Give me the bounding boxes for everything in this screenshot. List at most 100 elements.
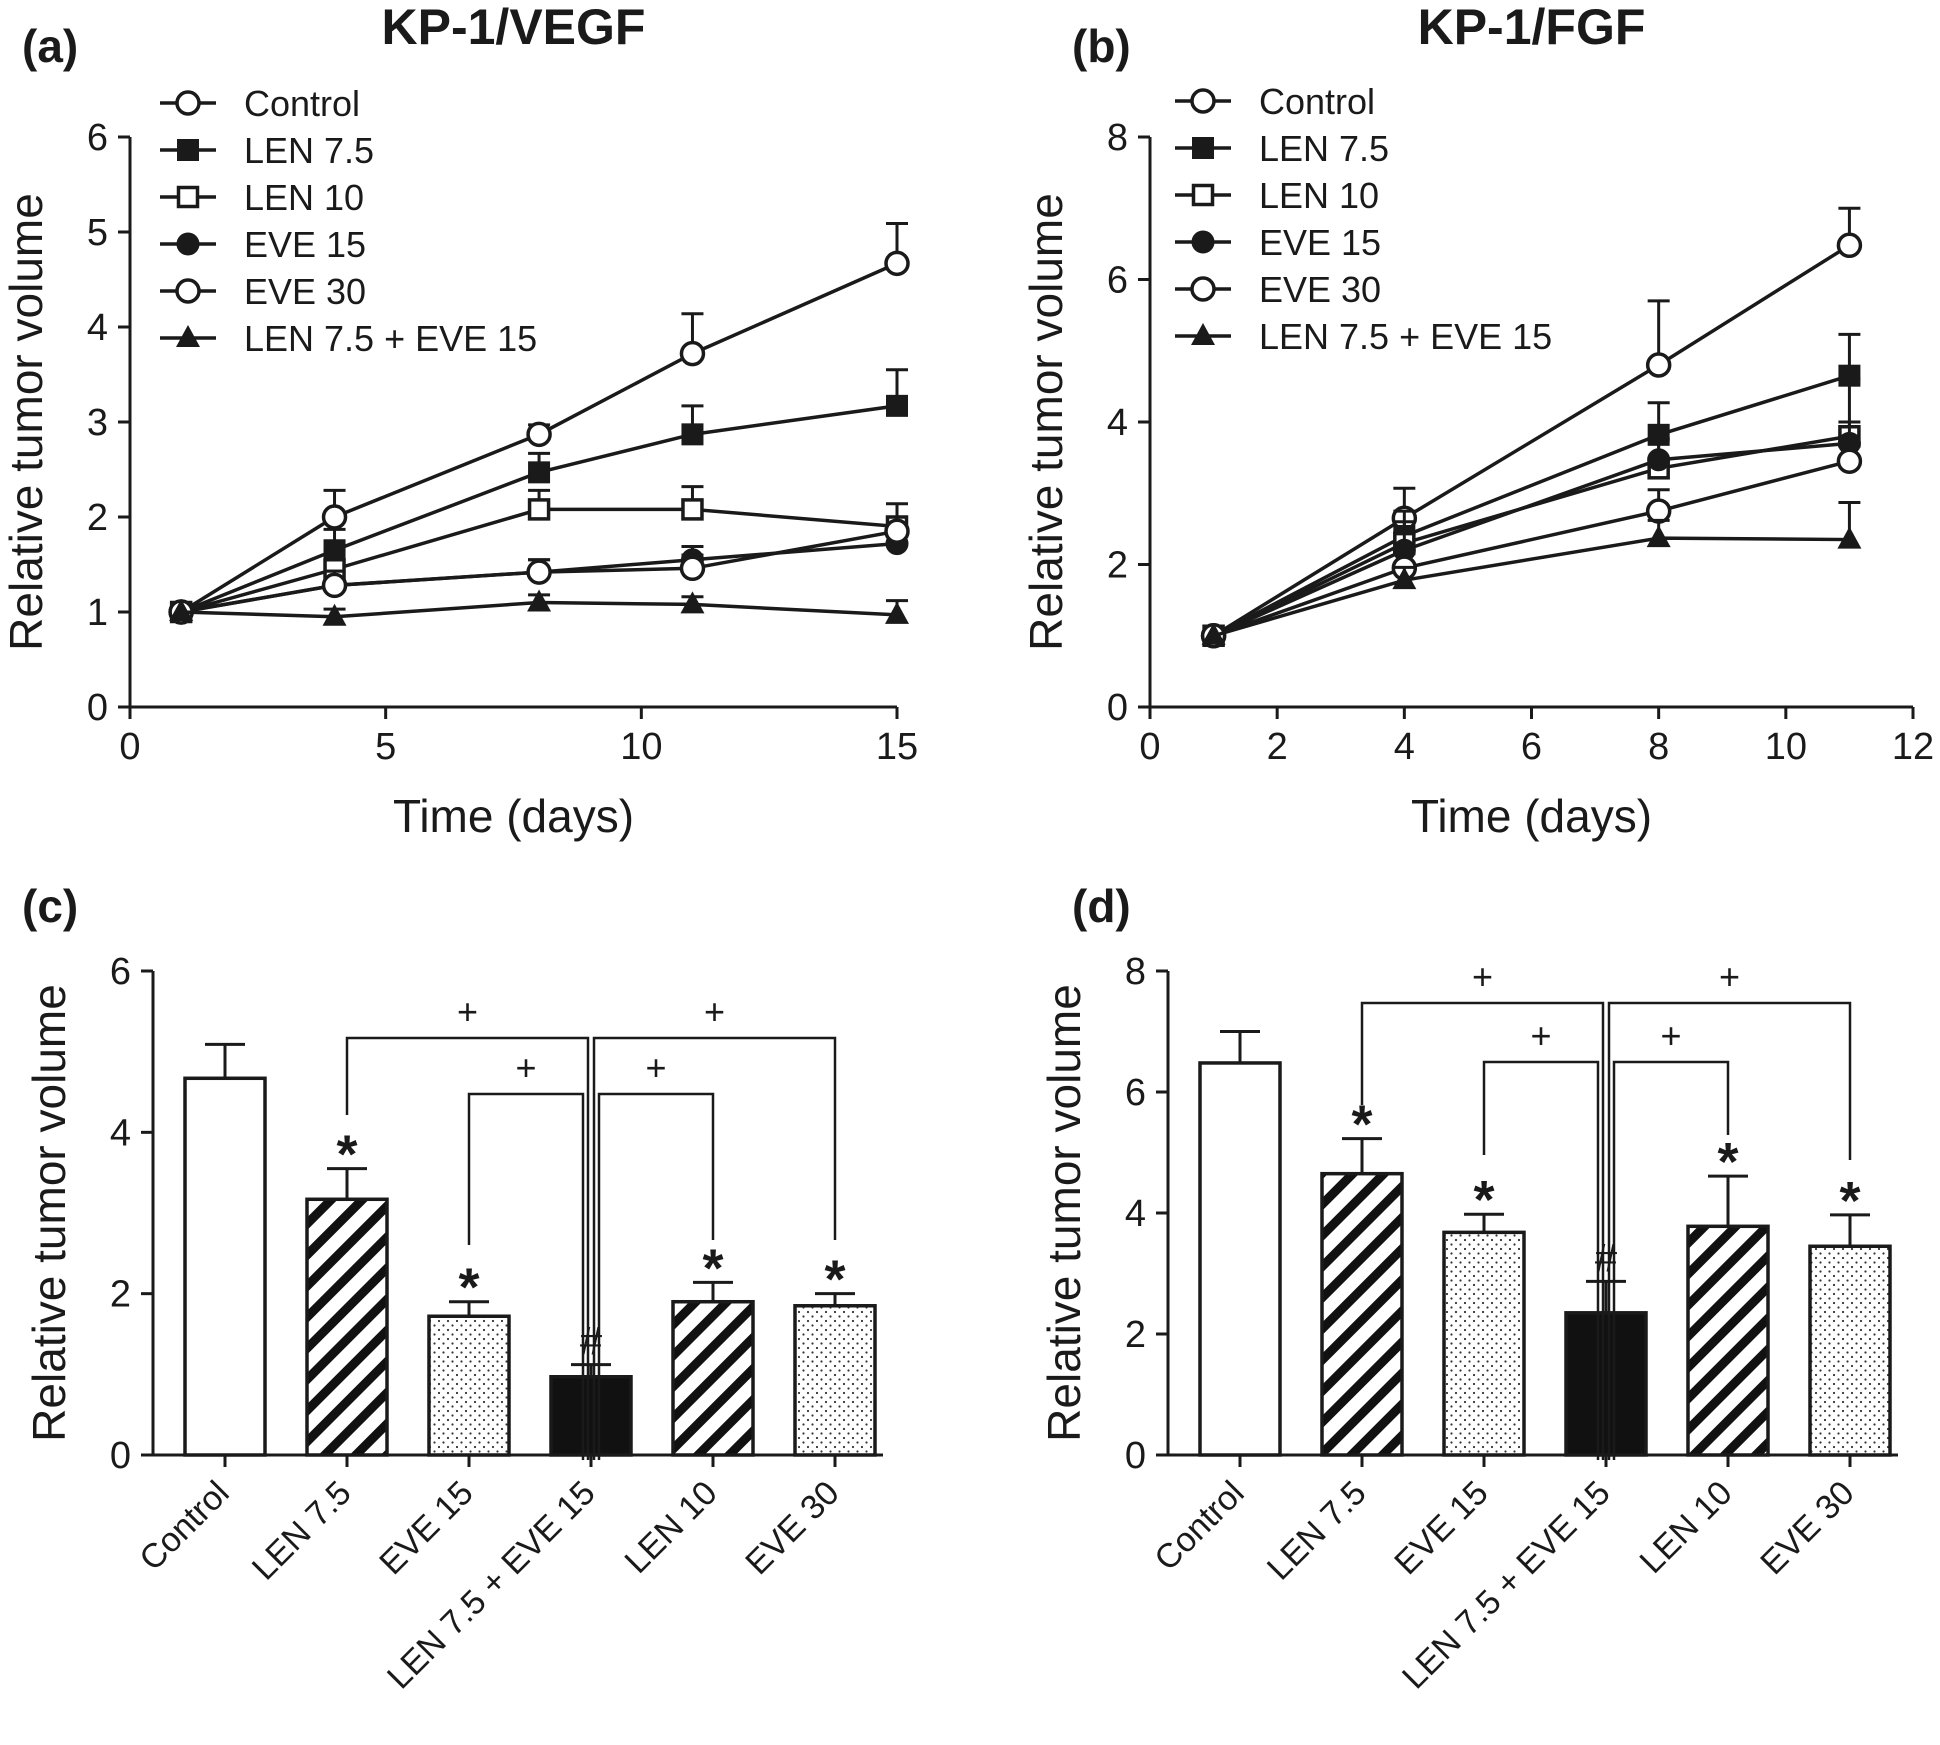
data-point — [322, 603, 347, 626]
bracket-line — [1482, 1060, 1600, 1460]
data-point — [680, 591, 705, 614]
legend-marker — [176, 325, 200, 347]
series-line — [1212, 459, 1850, 638]
x-category-label: LEN 10 — [618, 1474, 725, 1581]
comparison-bracket: + — [592, 991, 837, 1460]
panel-a-line-chart: (a) KP-1/VEGF 0 1 2 3 4 5 6 0 5 10 15 Time (days) Rela… — [0, 0, 918, 842]
series-1 — [1202, 332, 1861, 647]
bracket-label: + — [515, 1047, 536, 1088]
x-category-label: LEN 7.5 + EVE 15 — [1395, 1474, 1618, 1697]
legend-marker — [175, 90, 201, 116]
bar — [1808, 1244, 1892, 1457]
x-category-label: LEN 7.5 — [1260, 1474, 1374, 1588]
x-category-label: Control — [1147, 1474, 1251, 1578]
x-axis-label: Time (days) — [1411, 790, 1652, 842]
data-point — [681, 423, 704, 446]
bar — [427, 1314, 511, 1457]
series-line — [1213, 536, 1850, 638]
bar — [1442, 1230, 1526, 1457]
x-category-label: LEN 7.5 + EVE 15 — [380, 1474, 603, 1697]
y-tick-label: 0 — [110, 1435, 131, 1477]
y-axis-label: Relative tumor volume — [1020, 193, 1072, 651]
legend-marker — [176, 185, 200, 209]
significance-star: * — [1473, 1170, 1494, 1230]
x-category-label: EVE 15 — [1387, 1474, 1495, 1582]
x-category-label: EVE 15 — [372, 1474, 480, 1582]
significance-star: * — [702, 1238, 723, 1298]
significance-hash: # — [580, 1320, 603, 1364]
panel-letter: (b) — [1072, 20, 1131, 72]
panel-title: KP-1/FGF — [1418, 0, 1646, 55]
series-line — [1212, 441, 1850, 638]
bar — [305, 1197, 389, 1457]
legend-label: LEN 7.5 — [1259, 128, 1389, 169]
data-point — [1392, 567, 1417, 590]
y-tick-label: 4 — [110, 1112, 131, 1154]
series-line — [1212, 434, 1850, 638]
data-point — [526, 421, 552, 448]
y-tick-label: 2 — [110, 1274, 131, 1316]
panel-letter: (c) — [22, 880, 78, 932]
data-point — [321, 504, 348, 530]
bar — [1198, 1061, 1282, 1457]
legend-label: LEN 7.5 + EVE 15 — [244, 318, 537, 359]
y-tick-label: 0 — [1125, 1435, 1146, 1477]
legend: Control LEN 7.5 LEN 10 EVE 15 EVE 30 LEN 7.5 … — [1175, 81, 1552, 357]
bracket-label: + — [704, 991, 725, 1032]
y-tick-label: 6 — [87, 117, 108, 159]
bar — [183, 1076, 267, 1457]
data-point — [1645, 352, 1672, 378]
legend-label: LEN 10 — [1259, 175, 1379, 216]
bracket-line — [467, 1092, 585, 1460]
series-5 — [169, 589, 909, 626]
legend-label: LEN 10 — [244, 177, 364, 218]
x-tick-label: 6 — [1521, 726, 1542, 768]
data-point — [1646, 525, 1671, 548]
bracket-line — [345, 1036, 590, 1460]
y-tick-label: 6 — [1125, 1072, 1146, 1114]
x-tick-label: 12 — [1892, 726, 1934, 768]
legend-label: Control — [244, 83, 360, 124]
data-point — [886, 394, 908, 417]
significance-star: * — [1717, 1132, 1738, 1192]
comparison-bracket: + — [345, 991, 590, 1460]
y-axis-label: Relative tumor volume — [23, 984, 75, 1442]
bracket-label: + — [1719, 956, 1740, 997]
data-point — [884, 518, 910, 544]
legend-marker — [175, 278, 201, 304]
y-axis-label: Relative tumor volume — [1038, 984, 1090, 1442]
comparison-bracket: + — [1360, 956, 1605, 1460]
data-point — [528, 461, 551, 484]
legend-marker — [176, 232, 200, 256]
y-axis-label: Relative tumor volume — [0, 193, 52, 651]
bracket-label: + — [1472, 956, 1493, 997]
data-point — [679, 555, 706, 582]
bracket-line — [1607, 1001, 1852, 1460]
significance-star: * — [824, 1250, 845, 1310]
bracket-line — [592, 1036, 837, 1460]
legend-label: LEN 7.5 — [244, 130, 374, 171]
bar — [549, 1375, 633, 1457]
data-point — [681, 498, 704, 521]
significance-hash: # — [1595, 1236, 1618, 1280]
data-point — [885, 601, 909, 624]
data-point — [679, 340, 706, 367]
x-tick-label: 8 — [1648, 726, 1669, 768]
legend-label: EVE 30 — [244, 271, 366, 312]
series-3 — [1202, 420, 1861, 648]
panel-b-line-chart: (b) KP-1/FGF 0 2 4 6 8 0 2 4 6 8 10 12 Time (days) Rela… — [1020, 0, 1934, 842]
bracket-line — [1360, 1001, 1605, 1460]
y-tick-label: 4 — [1107, 402, 1128, 444]
series-4 — [168, 515, 910, 625]
y-tick-label: 4 — [1125, 1193, 1146, 1235]
bracket-label: + — [1530, 1015, 1551, 1056]
x-category-label: Control — [132, 1474, 236, 1578]
series-line — [1212, 374, 1850, 638]
legend-marker — [1192, 137, 1214, 159]
series-4 — [1200, 434, 1863, 649]
comparison-bracket: + — [1607, 956, 1852, 1460]
data-point — [527, 589, 552, 612]
y-tick-label: 0 — [87, 687, 108, 729]
bracket-line — [597, 1092, 715, 1460]
